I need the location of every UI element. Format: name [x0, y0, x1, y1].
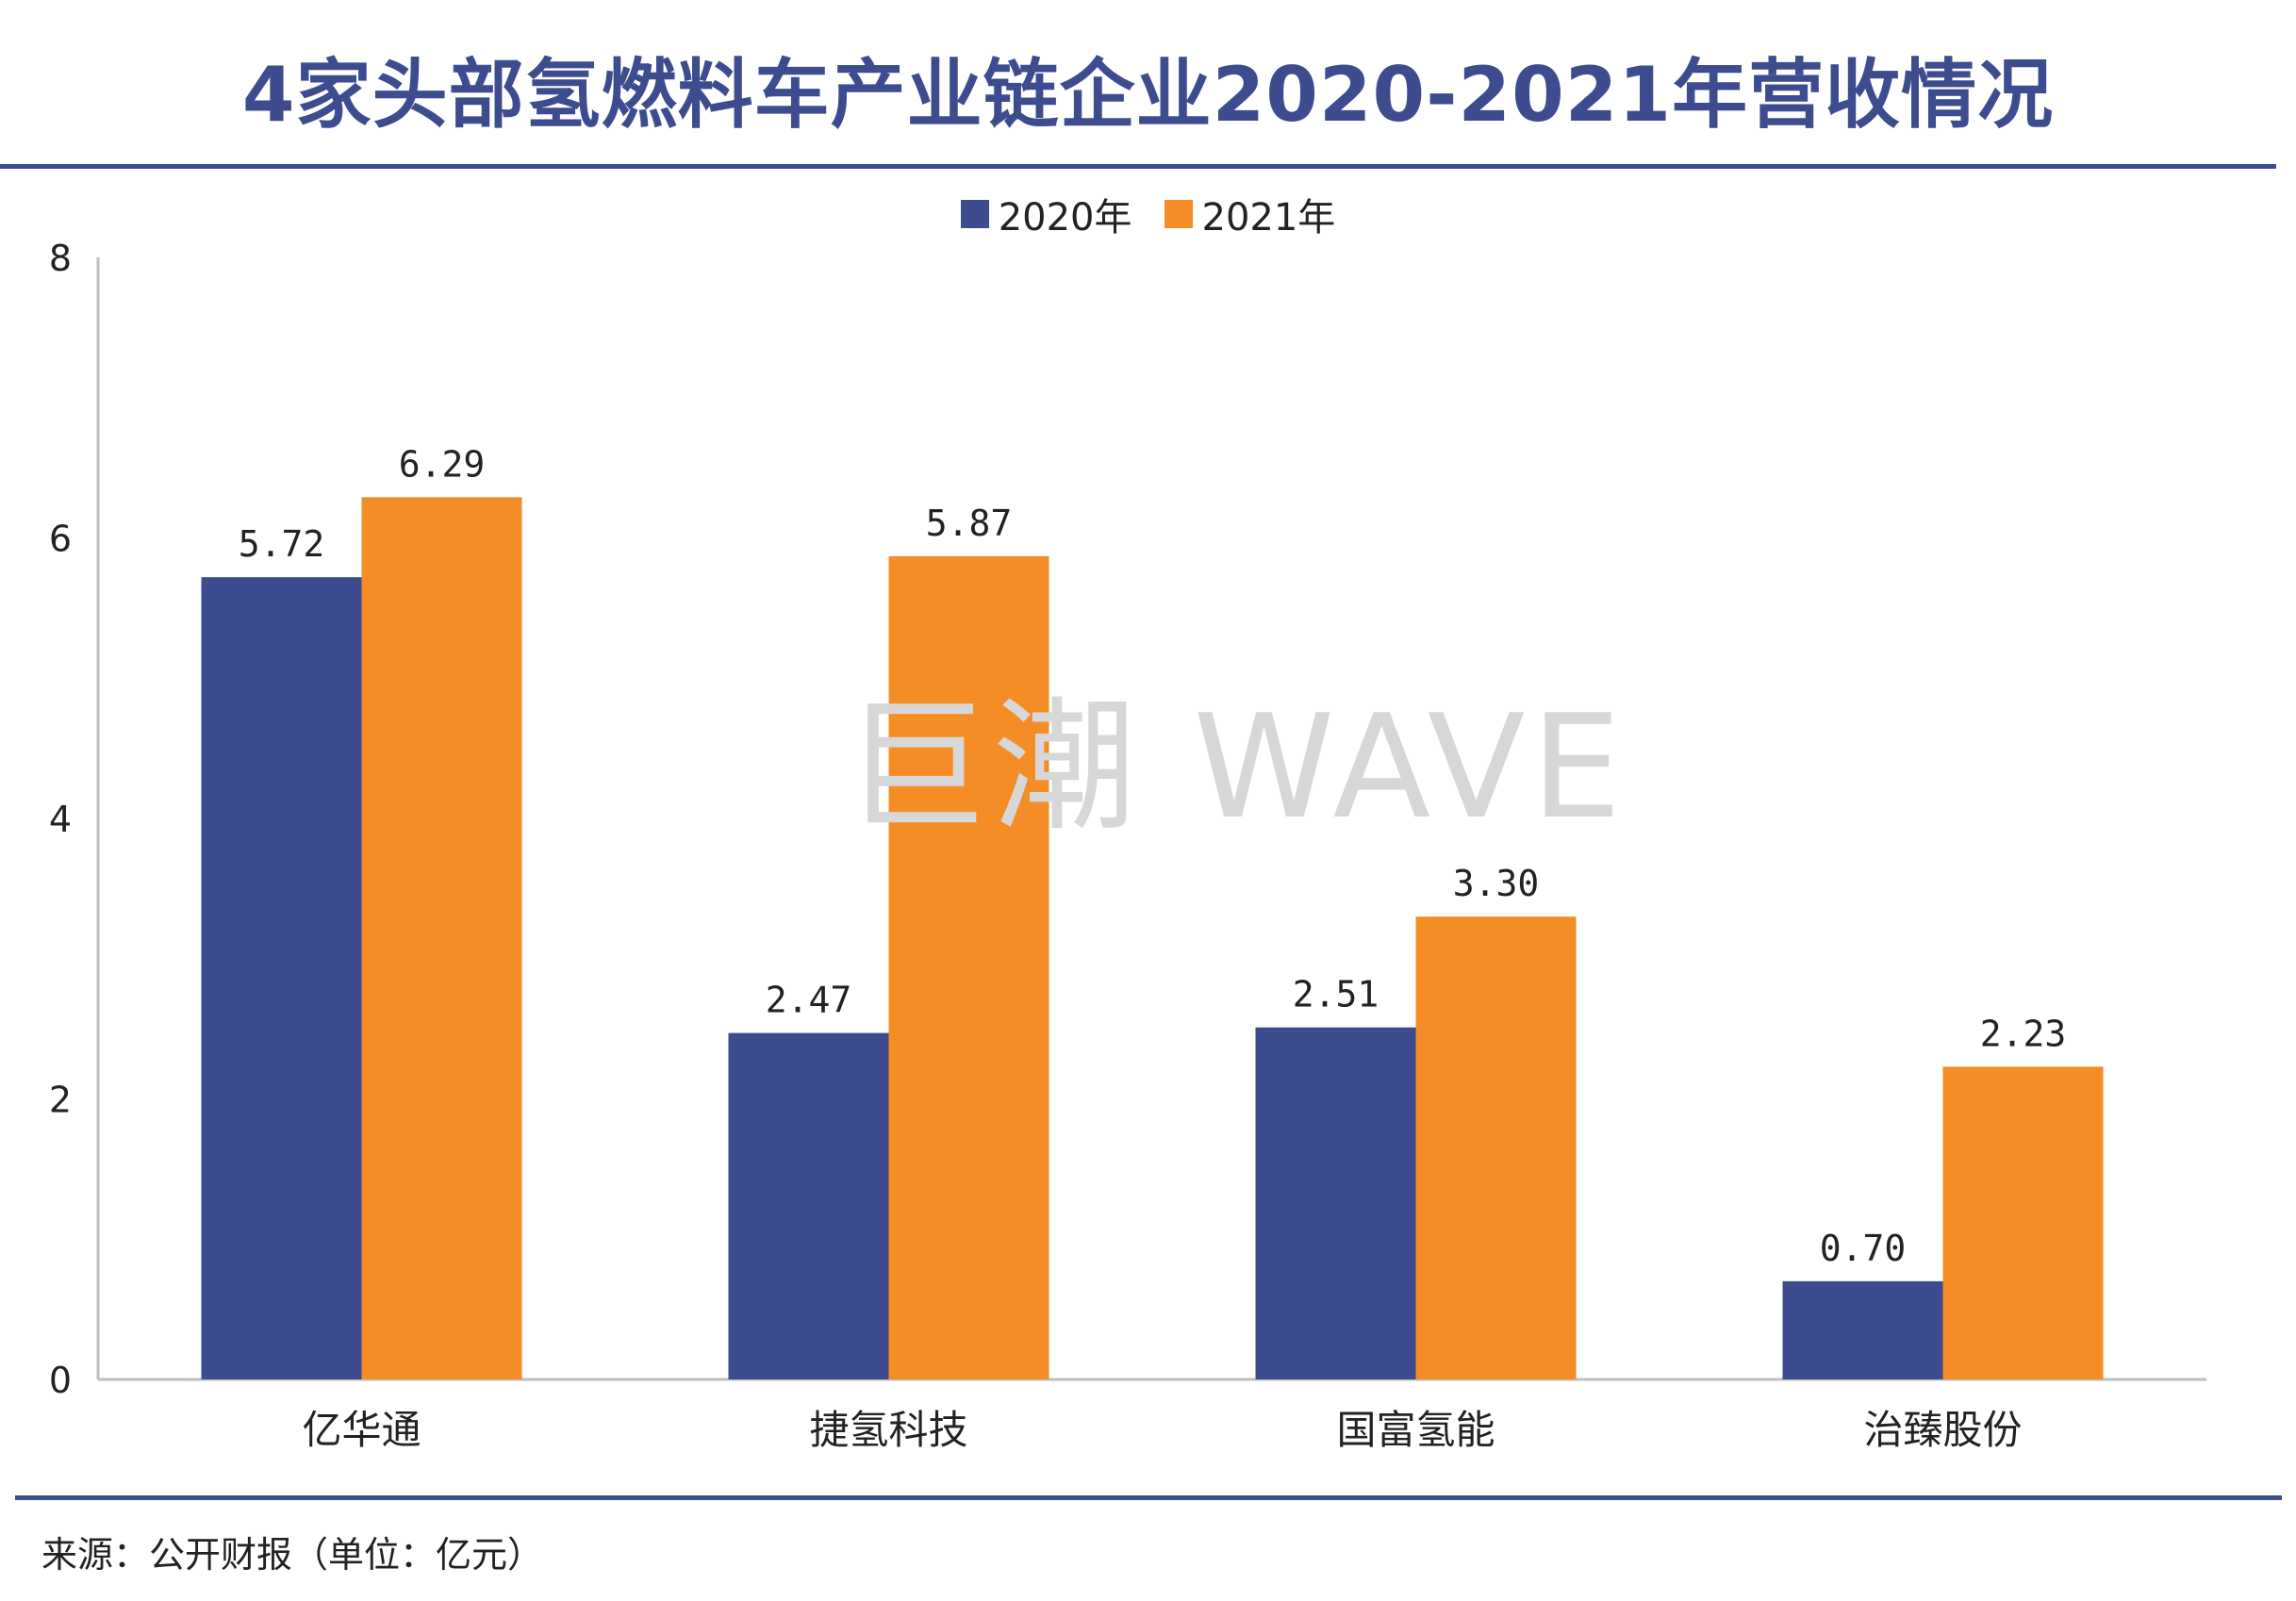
source-note: 来源：公开财报（单位：亿元）	[41, 1534, 544, 1576]
bar-2021	[1415, 916, 1577, 1379]
bar-2020	[201, 577, 362, 1379]
data-label: 2.47	[766, 980, 852, 1021]
bar-2021	[888, 555, 1049, 1379]
y-tick-label: 6	[49, 519, 72, 560]
legend-label-2021: 2021年	[1201, 196, 1336, 239]
watermark: 巨潮 WAVE	[844, 684, 1627, 850]
category-label: 捷氢科技	[809, 1407, 967, 1453]
data-label: 3.30	[1453, 863, 1540, 904]
title-divider	[0, 164, 2276, 169]
data-label: 2.51	[1293, 974, 1379, 1015]
bar-2021	[1942, 1066, 2104, 1379]
footer-divider	[15, 1495, 2282, 1500]
y-tick-label: 4	[49, 799, 72, 840]
data-label: 2.23	[1980, 1013, 2067, 1054]
bar-2020	[1782, 1280, 1943, 1379]
legend-label-2020: 2020年	[998, 196, 1132, 239]
bar-2020	[728, 1032, 889, 1379]
category-label: 治臻股份	[1863, 1407, 2022, 1453]
category-label: 国富氢能	[1336, 1407, 1495, 1453]
category-label: 亿华通	[302, 1407, 421, 1453]
data-label: 0.70	[1820, 1228, 1907, 1269]
y-tick-label: 2	[49, 1080, 72, 1121]
data-label: 6.29	[399, 443, 486, 485]
data-label: 5.72	[239, 523, 325, 565]
bar-2020	[1255, 1027, 1416, 1379]
legend-item-2021: 2021年	[1164, 187, 1336, 241]
data-label: 5.87	[926, 503, 1013, 544]
legend-swatch-2020	[960, 200, 989, 228]
chart-legend: 2020年 2021年	[0, 187, 2296, 241]
y-tick-label: 8	[49, 238, 72, 279]
legend-swatch-2021	[1164, 200, 1193, 228]
chart-title: 4家头部氢燃料车产业链企业2020-2021年营收情况	[241, 51, 2055, 139]
y-tick-label: 0	[49, 1360, 72, 1401]
legend-item-2020: 2020年	[960, 187, 1132, 241]
bar-2021	[361, 497, 522, 1379]
